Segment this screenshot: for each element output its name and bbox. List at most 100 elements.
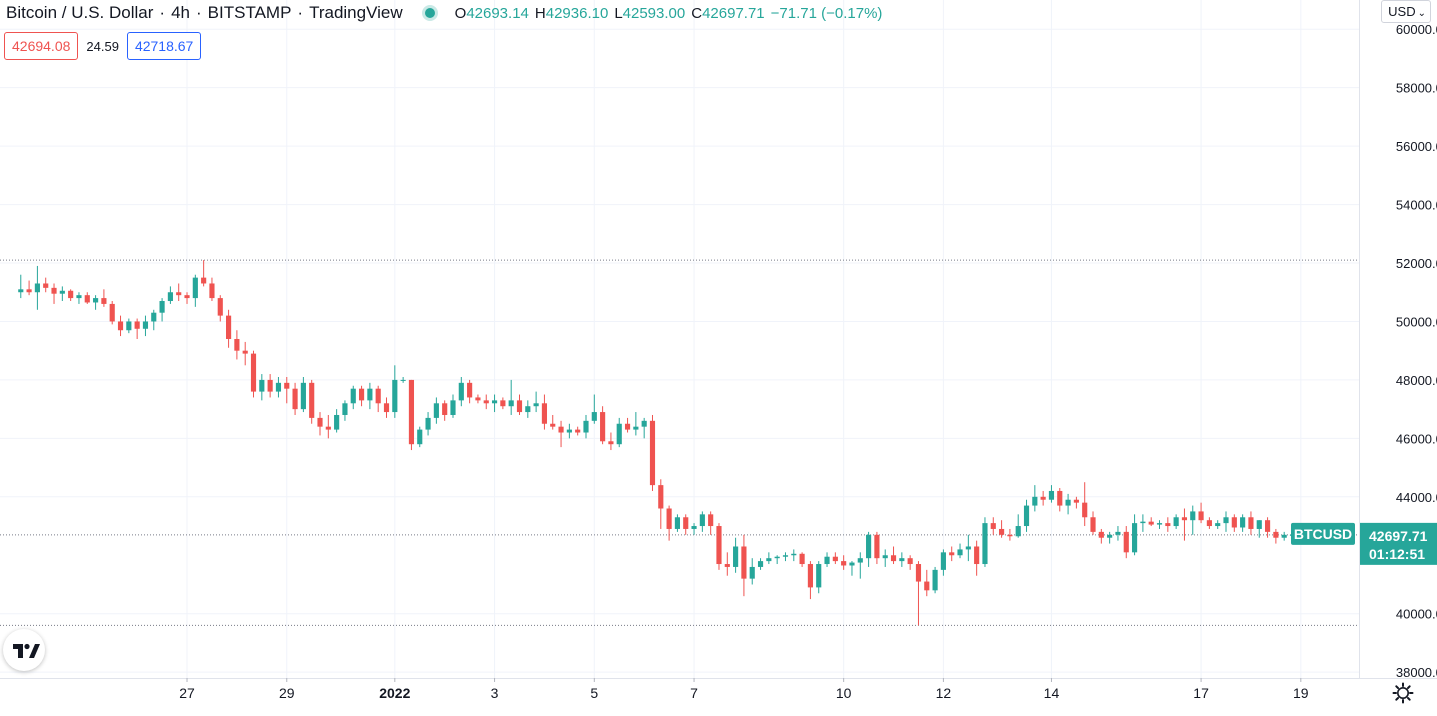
candle-body[interactable]: [1206, 520, 1212, 527]
candle-body[interactable]: [558, 426, 564, 433]
candle-body[interactable]: [1198, 511, 1204, 521]
candle[interactable]: [1007, 528, 1013, 541]
candle-body[interactable]: [1248, 517, 1254, 529]
candle[interactable]: [201, 260, 207, 287]
candle[interactable]: [325, 414, 331, 439]
candle[interactable]: [516, 394, 523, 415]
candle[interactable]: [101, 289, 107, 307]
candle[interactable]: [674, 514, 680, 532]
candle-body[interactable]: [159, 301, 165, 313]
candle[interactable]: [234, 330, 240, 360]
candle-body[interactable]: [1098, 531, 1104, 538]
candle[interactable]: [641, 417, 647, 439]
candle[interactable]: [932, 566, 938, 594]
candle[interactable]: [1098, 528, 1104, 544]
candle-body[interactable]: [201, 277, 207, 284]
candle[interactable]: [1082, 482, 1088, 527]
candle[interactable]: [616, 417, 622, 448]
candle-body[interactable]: [1264, 520, 1271, 532]
candle[interactable]: [1107, 531, 1113, 544]
symbol-name[interactable]: Bitcoin / U.S. Dollar: [6, 3, 154, 22]
candle-body[interactable]: [683, 517, 689, 529]
candle-body[interactable]: [442, 403, 448, 415]
candle[interactable]: [1132, 514, 1138, 556]
candle[interactable]: [358, 385, 365, 407]
candle[interactable]: [483, 394, 489, 410]
candle-body[interactable]: [84, 295, 90, 303]
candle[interactable]: [334, 409, 340, 433]
candle-body[interactable]: [674, 517, 680, 529]
candle-body[interactable]: [550, 423, 556, 427]
candle[interactable]: [774, 555, 780, 565]
candle-body[interactable]: [1165, 523, 1171, 527]
candle-body[interactable]: [525, 406, 531, 413]
candle-body[interactable]: [51, 287, 57, 294]
candle-body[interactable]: [633, 426, 639, 430]
candle[interactable]: [184, 292, 190, 304]
candle-body[interactable]: [708, 514, 714, 527]
candle-body[interactable]: [1057, 490, 1063, 506]
candle-body[interactable]: [1215, 523, 1221, 527]
candle[interactable]: [408, 379, 415, 451]
candle-body[interactable]: [774, 556, 780, 559]
candle[interactable]: [300, 376, 306, 413]
candle[interactable]: [915, 561, 922, 626]
candle-body[interactable]: [1107, 534, 1113, 538]
candle[interactable]: [68, 289, 74, 302]
candle-body[interactable]: [1082, 502, 1088, 518]
candle-body[interactable]: [757, 561, 764, 567]
candle[interactable]: [375, 385, 381, 413]
interval-label[interactable]: 4h: [171, 3, 190, 22]
candle-body[interactable]: [907, 558, 913, 565]
candle-body[interactable]: [458, 382, 464, 401]
candle-body[interactable]: [1090, 517, 1096, 532]
candle[interactable]: [167, 286, 173, 304]
candle-body[interactable]: [890, 555, 897, 562]
candle-body[interactable]: [192, 277, 198, 299]
candle-body[interactable]: [433, 403, 439, 418]
candle[interactable]: [1073, 496, 1079, 509]
candle[interactable]: [425, 412, 431, 436]
candle-body[interactable]: [209, 283, 215, 299]
candle-body[interactable]: [43, 283, 49, 288]
candle-body[interactable]: [450, 400, 456, 415]
candle-body[interactable]: [1115, 531, 1121, 535]
candle[interactable]: [633, 412, 639, 436]
candle[interactable]: [126, 318, 132, 334]
candle[interactable]: [691, 523, 697, 535]
candle-body[interactable]: [957, 549, 963, 556]
candle-body[interactable]: [483, 400, 489, 404]
candle[interactable]: [1198, 502, 1204, 524]
candle-body[interactable]: [766, 558, 772, 562]
candle[interactable]: [59, 286, 65, 302]
candle[interactable]: [749, 558, 755, 585]
candle-body[interactable]: [799, 553, 805, 565]
candle-body[interactable]: [915, 564, 922, 582]
candle[interactable]: [575, 426, 581, 436]
candle-body[interactable]: [641, 420, 647, 427]
sell-price-button[interactable]: 42694.08: [4, 32, 79, 60]
candle-body[interactable]: [666, 508, 672, 529]
candle[interactable]: [965, 534, 971, 562]
candle[interactable]: [1231, 514, 1237, 532]
candle-body[interactable]: [491, 400, 498, 404]
candles[interactable]: [18, 260, 1296, 626]
candle[interactable]: [649, 414, 656, 491]
candle-body[interactable]: [716, 526, 722, 565]
candle-body[interactable]: [616, 423, 622, 445]
candle-body[interactable]: [1156, 523, 1163, 525]
buy-price-button[interactable]: 42718.67: [126, 32, 202, 60]
candle[interactable]: [242, 341, 248, 366]
candle[interactable]: [1090, 511, 1096, 535]
candle[interactable]: [624, 417, 631, 433]
candle[interactable]: [733, 537, 739, 573]
candle[interactable]: [841, 555, 847, 570]
candle[interactable]: [1057, 488, 1063, 512]
candle[interactable]: [566, 423, 572, 439]
candle-body[interactable]: [932, 569, 938, 591]
candle[interactable]: [491, 394, 498, 413]
candle-body[interactable]: [18, 289, 24, 293]
candle-body[interactable]: [974, 546, 980, 565]
candle[interactable]: [824, 552, 830, 567]
candle-body[interactable]: [1015, 526, 1021, 537]
